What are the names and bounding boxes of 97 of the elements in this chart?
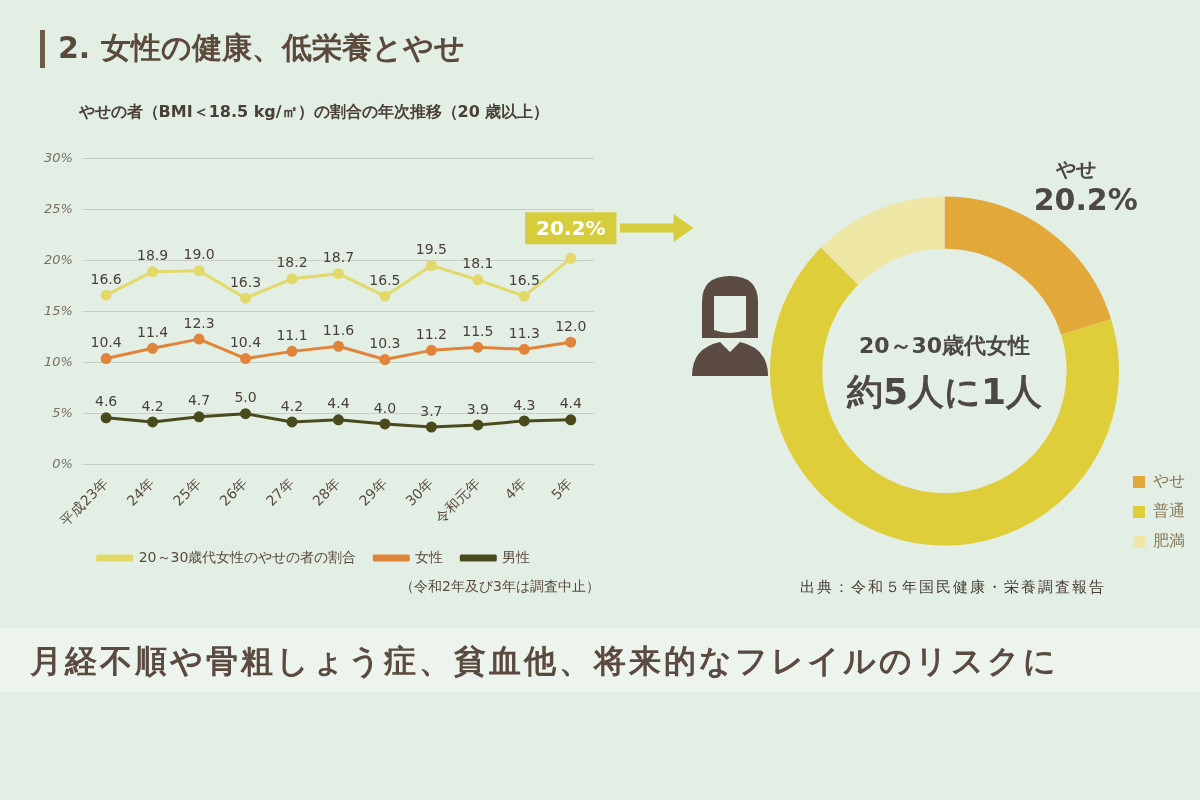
point [286, 416, 298, 428]
x-tick-label: 5年 [547, 475, 576, 503]
point [518, 290, 530, 302]
x-tick-label: 27年 [262, 475, 297, 509]
point [379, 354, 391, 366]
data-label: 11.1 [276, 327, 308, 344]
point [472, 419, 484, 431]
data-label: 4.0 [373, 399, 397, 416]
data-label: 12.3 [183, 314, 215, 331]
text: やせ [1054, 156, 1096, 181]
data-label: 4.4 [559, 395, 582, 412]
point [518, 343, 530, 355]
x-tick-label: 4年 [501, 475, 529, 503]
legend-label: 女性 [415, 548, 444, 565]
source-note: 出典：令和５年国民健康・栄養調査報告 [800, 578, 1106, 597]
point [193, 265, 205, 277]
text: 20～30歳代女性 [858, 332, 1031, 358]
point [286, 273, 298, 285]
point [332, 340, 344, 352]
legend-label: 肥満 [1153, 531, 1185, 551]
point [147, 342, 159, 354]
y-tick-label: 20% [43, 251, 73, 267]
point [379, 290, 391, 302]
data-label: 4.2 [141, 397, 164, 414]
point [100, 412, 112, 424]
y-tick-label: 15% [43, 302, 73, 318]
point [425, 421, 437, 433]
legend-label: やせ [1153, 471, 1185, 491]
x-tick-label: 28年 [309, 475, 344, 509]
point [332, 268, 344, 280]
chart-subtitle: やせの者（BMI＜18.5 kg/㎡）の割合の年次推移（20 歳以上） [77, 101, 550, 121]
data-label: 10.4 [90, 334, 122, 351]
point [565, 414, 577, 426]
data-label: 16.5 [508, 271, 540, 288]
point [286, 345, 298, 357]
point [472, 274, 484, 286]
data-label: 20.2% [1033, 182, 1138, 218]
x-tick-label: 26年 [216, 475, 251, 509]
legend-label: 男性 [502, 548, 531, 565]
x-tick-label: 29年 [355, 475, 390, 509]
data-label: 11.2 [415, 325, 447, 342]
point [100, 353, 112, 365]
point [379, 418, 391, 430]
text: 月経不順や骨粗しょう症、貧血他、将来的なフレイルのリスクに [30, 641, 1059, 682]
point [472, 341, 484, 353]
data-label: 18.1 [462, 255, 494, 272]
chart-title: 2. 女性の健康、低栄養とやせ [58, 29, 465, 67]
point [240, 353, 252, 365]
point [193, 333, 205, 345]
point [425, 344, 437, 356]
text: （令和2年及び3年は調査中止） [400, 578, 600, 596]
data-label: 3.7 [420, 402, 443, 419]
data-label: 4.4 [327, 395, 350, 412]
data-label: 4.7 [187, 392, 211, 409]
point [565, 252, 577, 264]
legend-label: 普通 [1153, 501, 1185, 521]
text: 約5人に1人 [845, 371, 1043, 413]
point [147, 266, 159, 278]
annotation: 20.2% [536, 215, 606, 240]
data-label: 18.2 [276, 254, 308, 271]
data-label: 4.3 [513, 396, 536, 413]
point [193, 411, 205, 423]
data-label: 12.0 [555, 317, 587, 334]
point [565, 336, 577, 348]
data-label: 4.2 [280, 397, 304, 414]
y-tick-label: 0% [52, 456, 73, 472]
data-label: 5.0 [234, 389, 257, 406]
y-tick-label: 10% [43, 353, 73, 369]
point [240, 292, 252, 304]
x-tick-label: 24年 [123, 475, 158, 509]
point [147, 416, 159, 428]
data-label: 16.5 [369, 271, 401, 288]
point [518, 415, 530, 427]
point [425, 260, 437, 272]
data-label: 18.7 [322, 249, 355, 266]
data-label: 11.4 [137, 323, 169, 340]
data-label: 16.6 [90, 270, 122, 287]
point [240, 408, 252, 420]
data-label: 16.3 [229, 273, 262, 290]
x-tick-label: 平成23年 [57, 475, 111, 529]
y-tick-label: 5% [52, 405, 73, 421]
y-tick-label: 25% [43, 200, 73, 216]
data-label: 4.6 [94, 393, 118, 410]
point [100, 289, 112, 301]
data-label: 10.3 [369, 335, 401, 352]
data-label: 19.5 [415, 241, 447, 258]
data-label: 11.3 [508, 324, 540, 341]
data-label: 11.6 [322, 321, 355, 338]
point [332, 414, 344, 426]
y-tick-label: 30% [43, 149, 73, 165]
data-label: 3.9 [466, 400, 489, 417]
data-label: 19.0 [183, 246, 215, 263]
x-tick-label: 25年 [169, 475, 204, 509]
legend-label: 20～30歳代女性のやせの者の割合 [138, 548, 357, 565]
data-label: 11.5 [462, 322, 494, 339]
data-label: 18.9 [137, 247, 169, 264]
data-label: 10.4 [229, 334, 262, 351]
